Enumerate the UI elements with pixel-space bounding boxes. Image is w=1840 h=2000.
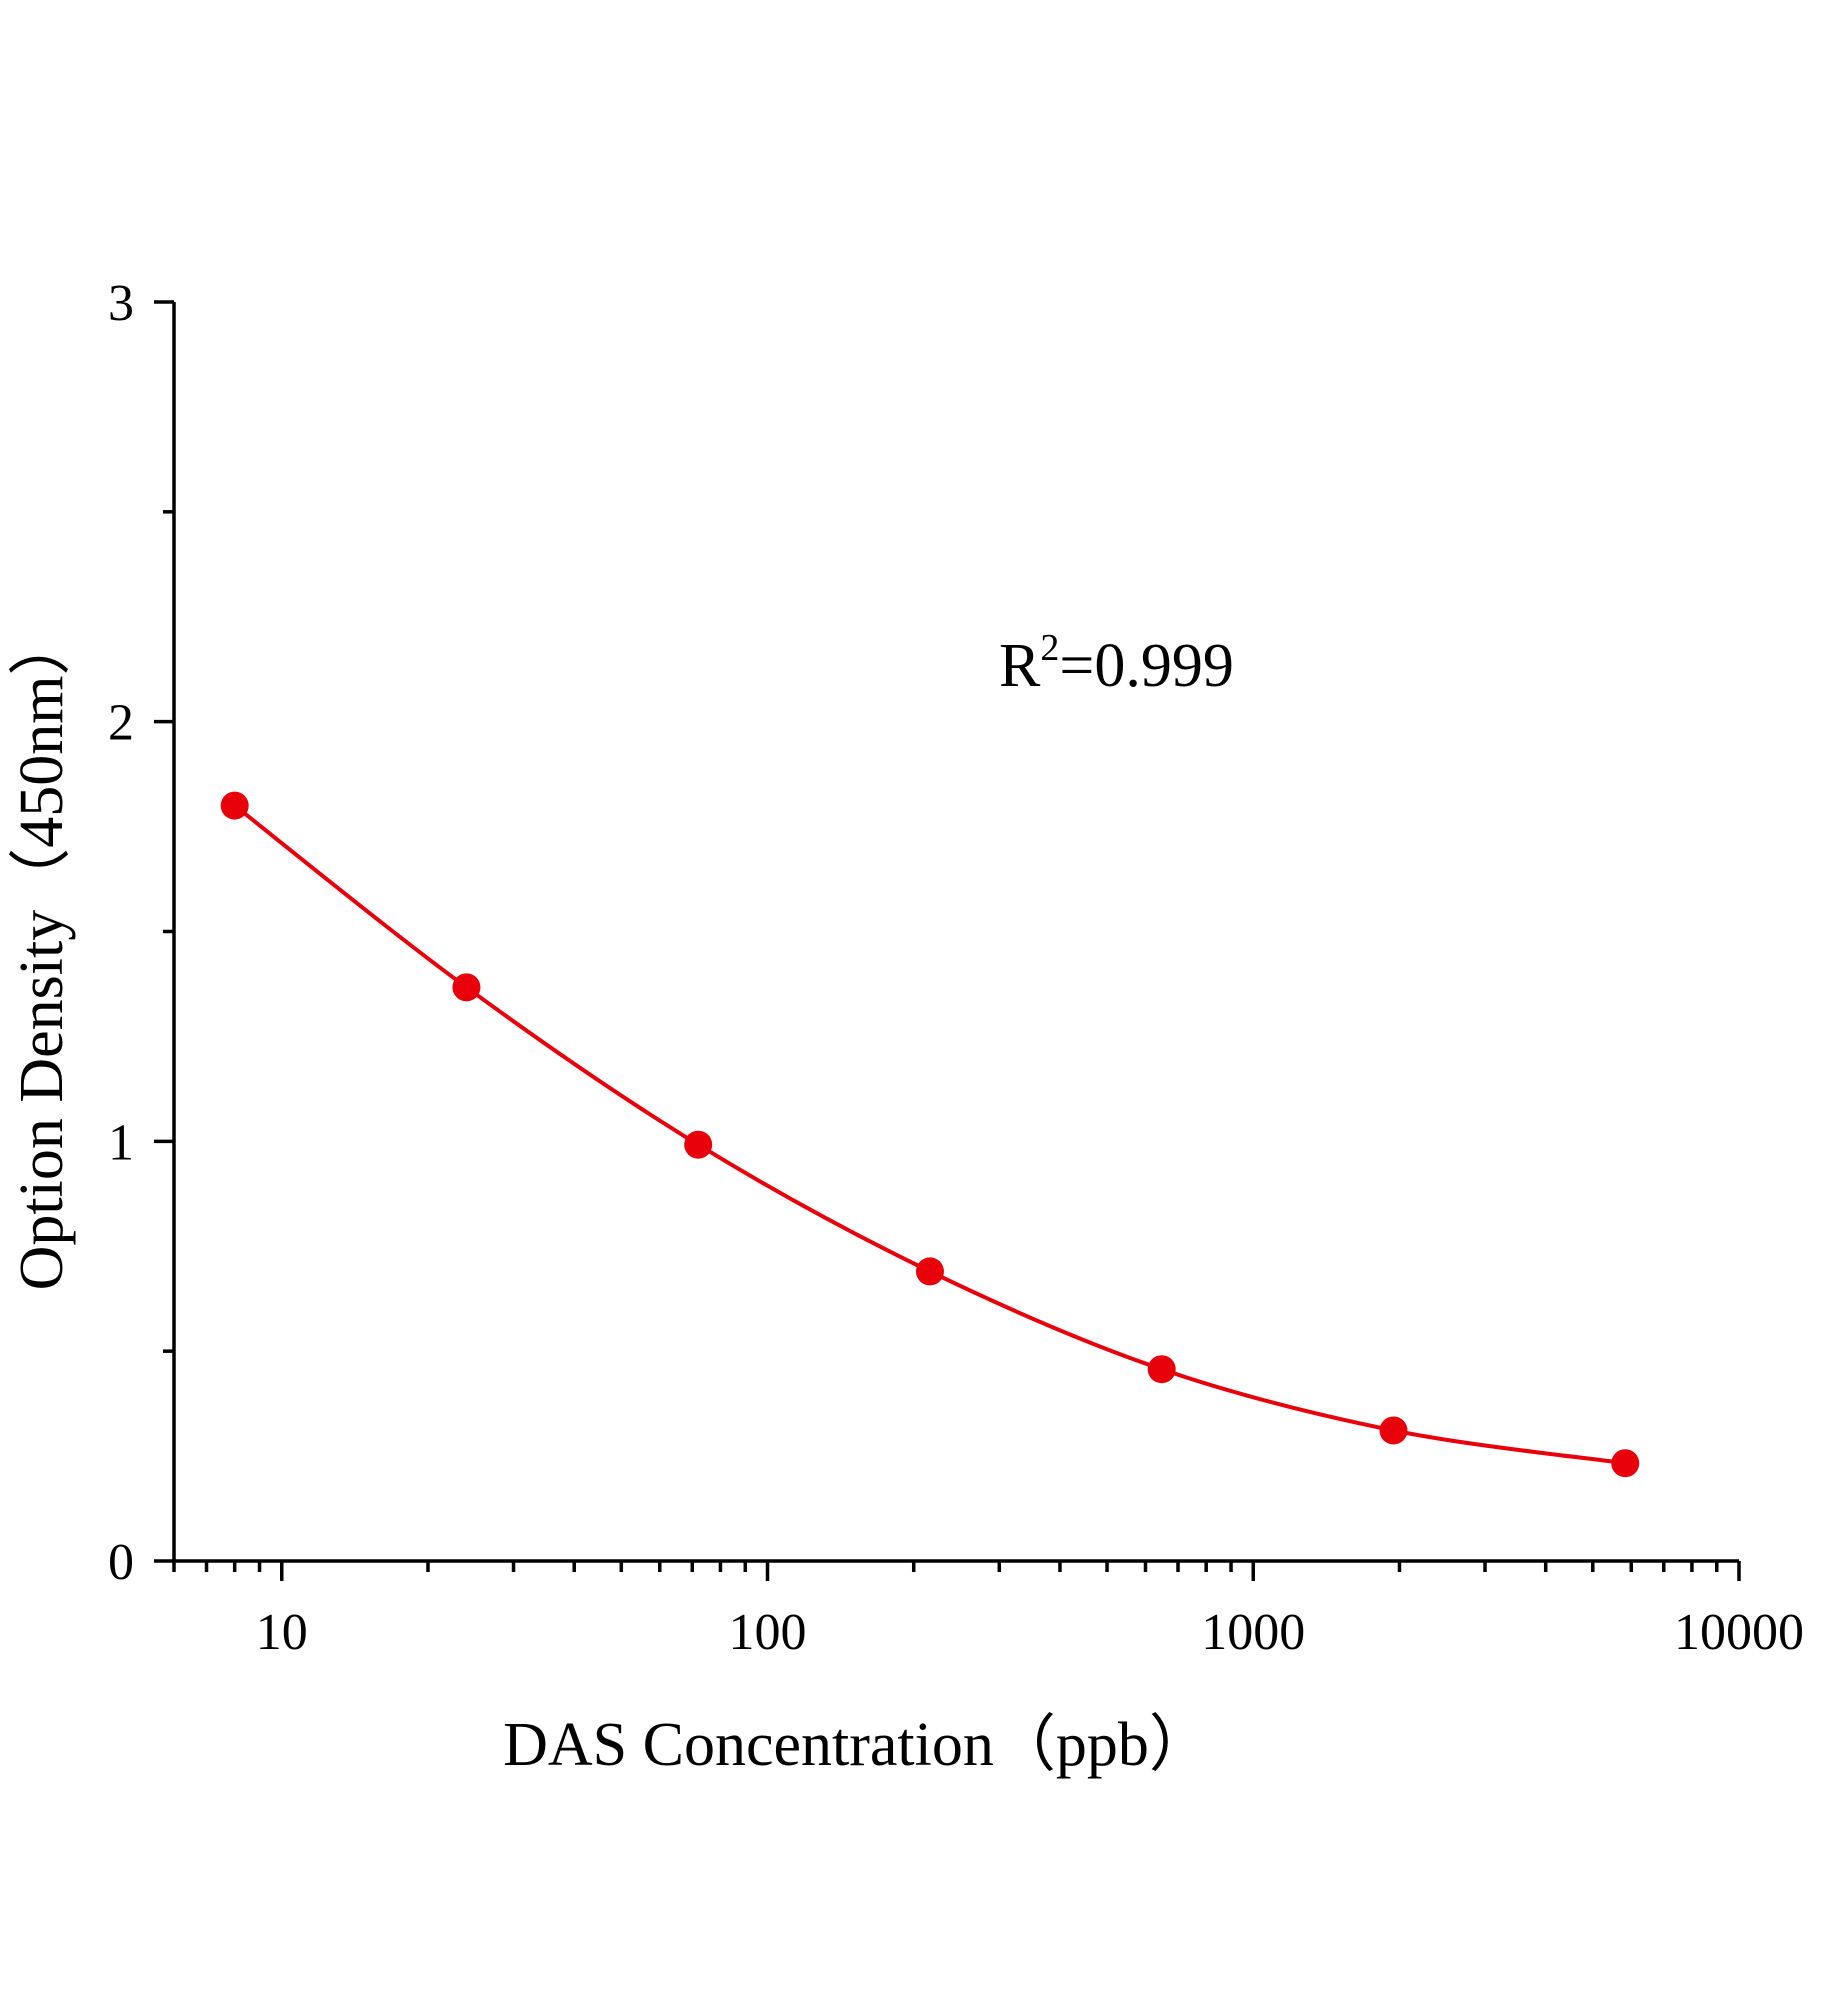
point [1379,1416,1408,1445]
point [1147,1355,1176,1384]
x-tick-label: 10 [256,1604,308,1661]
annotation-text: =0.999 [1059,632,1233,700]
y-tick-label: 1 [108,1114,134,1171]
annotation: R2=0.999 [999,627,1234,700]
point [220,791,249,820]
y-tick-label: 3 [108,275,134,332]
y-axis-label: Option Density（450nm） [8,614,76,1291]
point [915,1257,944,1286]
y-tick-label: 0 [108,1534,134,1591]
point [452,973,481,1002]
annotation-base: R [999,632,1041,700]
point [1611,1449,1640,1478]
x-axis-label: DAS Concentration（ppb） [503,1711,1211,1779]
x-tick-label: 100 [729,1604,807,1661]
y-tick-label: 2 [108,695,134,752]
x-tick-label: 1000 [1201,1604,1305,1661]
annotation-superscript: 2 [1040,627,1059,669]
x-tick-label: 10000 [1674,1604,1804,1661]
point [684,1130,713,1159]
